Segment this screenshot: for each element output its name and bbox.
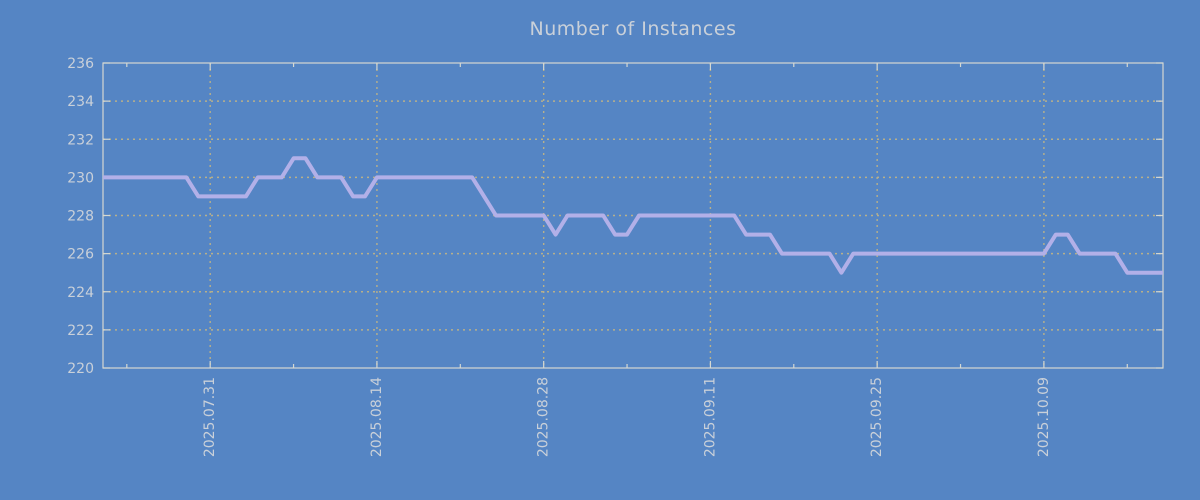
x-tick-label: 2025.09.11: [702, 377, 718, 457]
y-tick-label: 222: [67, 323, 94, 339]
x-tick-label: 2025.10.09: [1036, 377, 1052, 457]
y-tick-label: 230: [67, 170, 94, 186]
y-tick-label: 236: [67, 56, 94, 72]
y-tick-label: 224: [67, 285, 94, 301]
chart-title: Number of Instances: [529, 18, 737, 40]
y-tick-label: 234: [67, 94, 94, 110]
plot-frame: [102, 62, 1164, 369]
y-tick-label: 226: [67, 247, 94, 263]
series-line: [103, 156, 1163, 275]
x-tick-label: 2025.07.31: [202, 377, 218, 457]
y-tick-label: 228: [67, 209, 94, 225]
x-tick-label: 2025.08.28: [536, 377, 552, 457]
x-tick-label: 2025.08.14: [369, 377, 385, 457]
y-tick-label: 220: [67, 361, 94, 377]
x-tick-label: 2025.09.25: [869, 377, 885, 457]
y-tick-label: 232: [67, 132, 94, 148]
